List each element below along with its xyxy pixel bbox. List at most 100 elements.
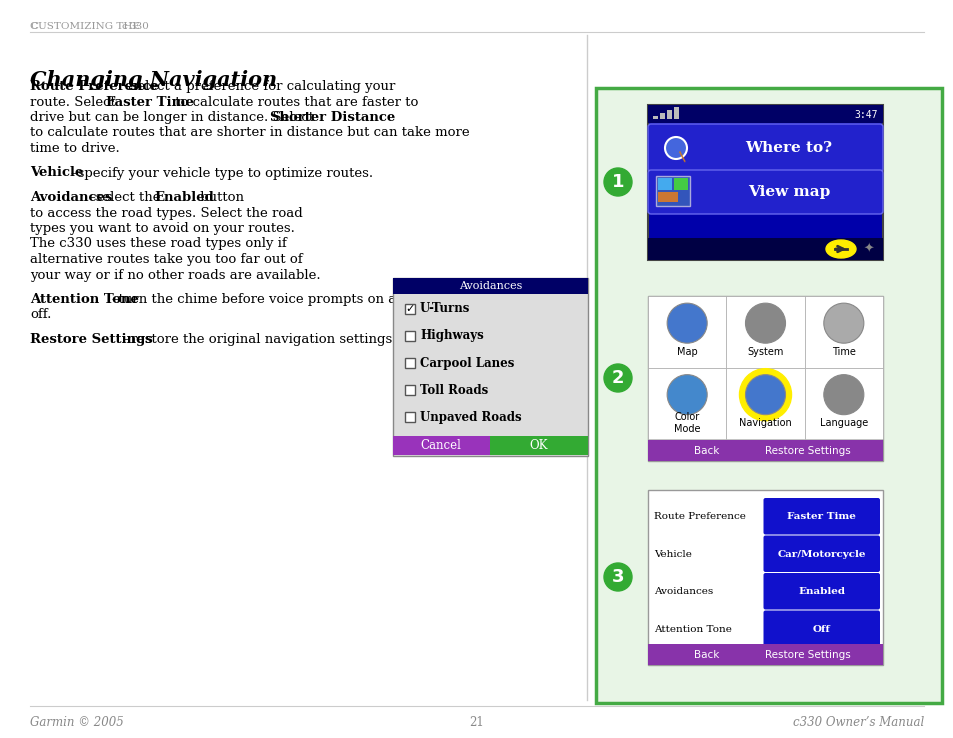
Text: to calculate routes that are shorter in distance but can take more: to calculate routes that are shorter in … [30,126,469,139]
Text: Restore Settings: Restore Settings [764,649,850,660]
Text: View map: View map [747,185,829,199]
Text: Attention Tone: Attention Tone [654,625,731,634]
Text: Shorter Distance: Shorter Distance [270,111,395,124]
Text: drive but can be longer in distance. Select: drive but can be longer in distance. Sel… [30,111,318,124]
Text: –restore the original navigation settings.: –restore the original navigation setting… [124,333,396,346]
Text: –select a preference for calculating your: –select a preference for calculating you… [124,80,395,93]
FancyBboxPatch shape [647,105,882,260]
Text: off.: off. [30,308,51,322]
Text: Faster Time: Faster Time [786,512,855,521]
FancyBboxPatch shape [803,368,882,439]
Text: alternative routes take you too far out of: alternative routes take you too far out … [30,253,302,266]
FancyBboxPatch shape [647,644,882,665]
FancyBboxPatch shape [405,412,415,422]
Circle shape [664,137,686,159]
Text: Avoidances: Avoidances [458,281,521,291]
Text: Vehicle: Vehicle [654,550,691,559]
FancyBboxPatch shape [405,358,415,368]
FancyBboxPatch shape [647,440,882,461]
Text: c330 Owner’s Manual: c330 Owner’s Manual [792,716,923,728]
FancyBboxPatch shape [652,116,658,119]
Text: Language: Language [819,418,867,428]
FancyBboxPatch shape [490,436,587,455]
FancyBboxPatch shape [393,436,490,455]
Circle shape [739,369,791,421]
FancyBboxPatch shape [762,573,879,610]
Text: Route Preference: Route Preference [654,512,745,521]
Text: Restore Settings: Restore Settings [764,446,850,455]
Text: 2: 2 [611,369,623,387]
Text: 21: 21 [469,716,484,728]
Text: ✓: ✓ [405,304,415,314]
FancyBboxPatch shape [803,296,882,368]
FancyBboxPatch shape [725,296,803,368]
FancyBboxPatch shape [647,238,882,260]
Text: –turn the chime before voice prompts on and: –turn the chime before voice prompts on … [112,293,414,306]
Text: Car/Motorcycle: Car/Motorcycle [777,550,865,559]
Text: Toll Roads: Toll Roads [419,384,488,396]
FancyBboxPatch shape [762,610,879,647]
Circle shape [823,375,863,415]
Text: Carpool Lanes: Carpool Lanes [419,356,514,370]
Text: Vehicle: Vehicle [30,167,83,179]
Text: time to drive.: time to drive. [30,142,120,155]
FancyBboxPatch shape [596,88,941,703]
Text: Unpaved Roads: Unpaved Roads [419,410,521,424]
Circle shape [744,375,784,415]
Circle shape [666,375,706,415]
Text: –select the: –select the [89,191,165,204]
FancyBboxPatch shape [405,331,415,341]
FancyBboxPatch shape [393,278,587,294]
Text: types you want to avoid on your routes.: types you want to avoid on your routes. [30,222,294,235]
Text: Avoidances: Avoidances [30,191,112,204]
Text: Restore Settings: Restore Settings [30,333,152,346]
Text: route. Select: route. Select [30,95,120,108]
FancyBboxPatch shape [725,368,803,439]
Circle shape [823,303,863,343]
Text: Off: Off [812,625,830,634]
Text: Enabled: Enabled [798,587,844,596]
Text: Navigation: Navigation [739,418,791,428]
Text: Back: Back [694,649,719,660]
Text: CUSTOMIZING THE: CUSTOMIZING THE [30,22,143,31]
Text: Back: Back [694,446,719,455]
FancyBboxPatch shape [656,176,689,206]
Text: your way or if no other roads are available.: your way or if no other roads are availa… [30,269,320,281]
Text: Route Preference: Route Preference [30,80,159,93]
FancyBboxPatch shape [673,107,679,119]
FancyBboxPatch shape [647,368,725,439]
Ellipse shape [825,240,855,258]
Text: Highways: Highways [419,329,483,342]
Text: 1: 1 [611,173,623,191]
Text: Garmin © 2005: Garmin © 2005 [30,716,124,728]
Text: –specify your vehicle type to optimize routes.: –specify your vehicle type to optimize r… [71,167,373,179]
Text: Color
Mode: Color Mode [673,413,700,434]
Text: Avoidances: Avoidances [654,587,713,596]
FancyBboxPatch shape [659,113,664,119]
Text: button: button [195,191,243,204]
FancyBboxPatch shape [405,385,415,395]
Text: C: C [30,22,38,31]
Text: 3: 3 [611,568,623,586]
Text: Time: Time [831,347,855,356]
FancyBboxPatch shape [647,296,725,368]
Text: OK: OK [529,439,548,452]
FancyBboxPatch shape [405,304,415,314]
Circle shape [603,168,631,196]
Text: Faster Time: Faster Time [107,95,194,108]
FancyBboxPatch shape [673,178,687,190]
FancyBboxPatch shape [647,490,882,665]
FancyBboxPatch shape [658,192,678,202]
FancyBboxPatch shape [666,110,671,119]
Text: 3:47: 3:47 [854,110,877,120]
Circle shape [603,364,631,392]
FancyBboxPatch shape [393,278,587,456]
Text: to calculate routes that are faster to: to calculate routes that are faster to [172,95,418,108]
Text: Map: Map [676,347,697,356]
FancyBboxPatch shape [762,498,879,534]
Text: to access the road types. Select the road: to access the road types. Select the roa… [30,207,302,219]
Circle shape [744,303,784,343]
FancyBboxPatch shape [647,105,882,123]
Text: c: c [122,22,128,31]
FancyBboxPatch shape [647,296,882,461]
